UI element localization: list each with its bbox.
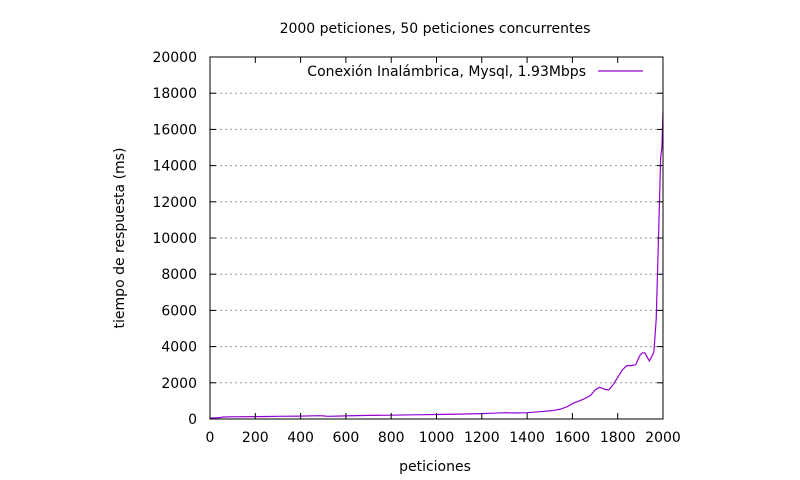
y-tick-label: 20000	[152, 50, 197, 66]
x-tick-label: 800	[378, 430, 405, 446]
y-tick-label: 16000	[152, 122, 197, 138]
y-tick-label: 0	[188, 412, 197, 428]
grid-lines	[210, 92, 663, 384]
series-lines	[209, 111, 664, 419]
x-tick-label: 1400	[509, 430, 545, 446]
legend: Conexión Inalámbrica, Mysql, 1.93Mbps	[307, 64, 643, 80]
y-tick-label: 6000	[161, 303, 197, 319]
x-axis-label: peticiones	[399, 459, 471, 475]
legend-label: Conexión Inalámbrica, Mysql, 1.93Mbps	[307, 64, 586, 80]
x-tick-label: 200	[242, 430, 269, 446]
chart-title: 2000 peticiones, 50 peticiones concurren…	[280, 21, 591, 37]
y-tick-label: 10000	[152, 231, 197, 247]
x-tick-label: 2000	[645, 430, 681, 446]
x-tick-label: 0	[206, 430, 215, 446]
series-line	[209, 111, 664, 419]
y-tick-label: 12000	[152, 195, 197, 211]
x-tick-label: 1600	[555, 430, 591, 446]
x-tick-label: 1000	[419, 430, 455, 446]
y-tick-label: 14000	[152, 159, 197, 175]
y-tick-label: 4000	[161, 340, 197, 356]
y-tick-label: 2000	[161, 376, 197, 392]
y-axis: 0 2000 4000 6000 8000 10000 12000 14000 16000 180…	[152, 50, 663, 428]
x-tick-label: 600	[333, 430, 360, 446]
x-tick-label: 1200	[464, 430, 500, 446]
y-axis-label: tiempo de respuesta (ms)	[112, 148, 128, 329]
y-tick-label: 8000	[161, 267, 197, 283]
y-tick-label: 18000	[152, 86, 197, 102]
x-axis: 0 200 400 600 800 1000 1200 1400 1600 1800 2000	[206, 57, 681, 446]
x-tick-label: 1800	[600, 430, 636, 446]
x-tick-label: 400	[287, 430, 314, 446]
